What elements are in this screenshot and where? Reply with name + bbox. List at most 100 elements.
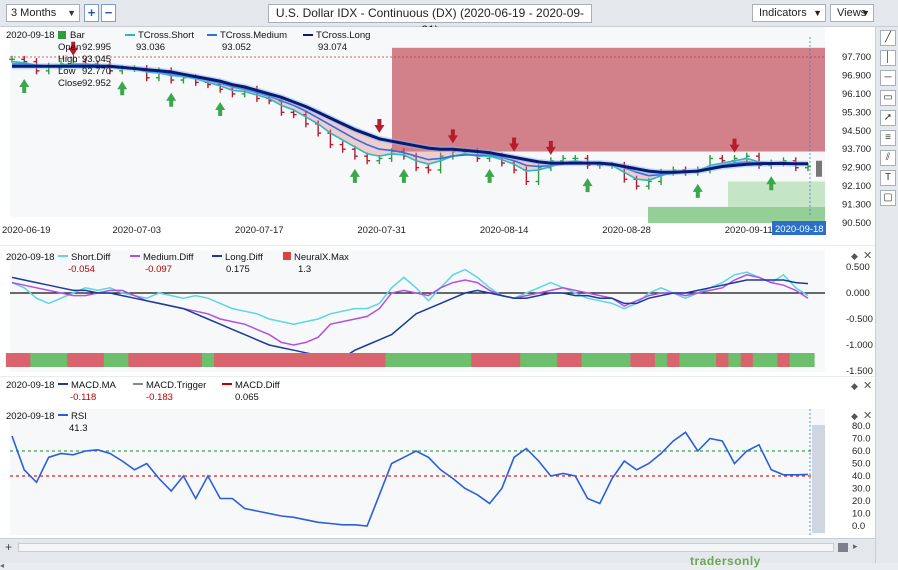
period-dropdown[interactable]: 3 Months ▼ [6,4,80,22]
tcross-short-value: 93.036 [136,42,165,53]
bar-legend-swatch [58,31,66,39]
ohlc-open-label: Open [58,42,81,53]
sell-signal-arrow [509,137,520,152]
chevron-right-icon[interactable]: ▸ [853,541,858,551]
price-tick: 95.300 [842,107,871,118]
price-bar [437,152,444,174]
close-icon[interactable]: ✕ [863,250,872,262]
chevron-down-icon: ▼ [861,8,870,18]
chevron-up-icon[interactable]: ◆ [851,411,858,421]
channel-tool-icon[interactable]: ⫽ [880,150,896,166]
date-tick: 2020-07-31 [357,225,406,236]
neuralx-bar [520,353,533,367]
text-tool-icon[interactable]: T [880,170,896,186]
views-button[interactable]: Views ▼ [830,4,874,22]
date-tick: 2020-09-11 [725,225,773,236]
macd-diff-label: MACD.Diff [235,380,280,391]
rsi-chart[interactable]: 80.0 70.060.0 50.040.0 30.020.0 10.00.0 2020… [0,407,875,538]
close-icon[interactable]: ✕ [863,410,872,422]
rsi-tick: 40.0 [852,471,871,482]
support-zone-light [728,181,825,207]
buy-signal-arrow [582,178,593,193]
price-pane[interactable]: 97.700 96.900 96.100 95.300 94.500 93.700 92.9… [0,27,875,245]
zoom-out-button[interactable]: − [101,4,116,22]
neuralx-bar [116,353,129,367]
price-bar [339,141,346,153]
ohlc-open-value: 92.995 [82,42,111,53]
close-icon[interactable]: ✕ [863,380,872,392]
neuralx-bar [128,353,142,367]
neuralx-bar [801,353,815,367]
horizontal-line-tool-icon[interactable]: ─ [880,70,896,86]
rsi-tick: 0.0 [852,521,865,532]
chevron-left-icon[interactable]: ◂ [0,561,5,570]
rectangle-tool-icon[interactable]: ▭ [880,90,896,106]
indicators-label: Indicators [759,7,807,19]
neuralx-bar [373,353,387,367]
neuralx-bar [30,353,44,367]
vertical-line-tool-icon[interactable]: │ [880,50,896,66]
indicators-button[interactable]: Indicators ▼ [752,4,826,22]
tcross-medium-label: TCross.Medium [220,30,287,41]
price-tick: 97.700 [842,52,871,63]
rsi-tick: 60.0 [852,446,871,457]
neuralx-bar [605,353,619,367]
rsi-tick: 10.0 [852,509,871,520]
chevron-down-icon: ▼ [67,8,76,18]
rsi-value: 41.3 [69,423,88,434]
macd-trigger-value: -0.183 [146,392,173,403]
neuralx-bar [410,353,423,367]
fibonacci-tool-icon[interactable]: ≡ [880,130,896,146]
rsi-line [11,431,809,527]
buy-signal-arrow [19,78,30,93]
neuralx-bar [275,353,289,367]
add-icon[interactable]: + [5,540,13,554]
buy-signal-arrow [117,81,128,96]
neuralx-bar [544,353,558,367]
rsi-tick: 30.0 [852,484,871,495]
neuralx-bar [789,353,803,367]
chevron-down-icon: ▼ [813,8,822,18]
price-tick: 90.500 [842,218,871,229]
price-tick: 96.900 [842,70,871,81]
chevron-up-icon[interactable]: ◆ [851,381,858,391]
neuralx-bar [458,353,472,367]
sell-signal-arrow [447,129,458,144]
comment-tool-icon[interactable]: ▢ [880,190,896,206]
trend-cloud [12,61,808,181]
sell-signal-arrow [374,119,385,134]
tcross-short-label: TCross.Short [138,30,194,41]
rsi-date: 2020-09-18 [6,411,55,422]
chevron-up-icon[interactable]: ◆ [851,251,858,261]
rsi-pane[interactable]: 80.0 70.0 60.0 50.0 40.0 30.0 20.0 10.0 0.0 2020… [0,407,875,538]
trendline-tool-icon[interactable]: ╱ [880,30,896,46]
scrollbar-thumb[interactable] [838,543,848,552]
price-chart[interactable]: 97.700 96.900 96.100 95.300 94.500 93.700 92.9… [0,27,875,245]
neuralx-bar [740,353,754,367]
chart-title[interactable]: U.S. Dollar IDX - Continuous (DX) (2020-… [268,4,592,37]
neuralx-bar [385,353,399,367]
ohlc-close-label: Close [58,78,82,89]
macd-date: 2020-09-18 [6,380,55,391]
neuralx-bar [728,353,742,367]
toolbar: 3 Months ▼ + − U.S. Dollar IDX - Continu… [0,0,898,37]
neuralx-value: 1.3 [298,264,311,275]
zoom-in-button[interactable]: + [84,4,99,22]
neuralx-bar [299,353,313,367]
short-diff-label: Short.Diff [71,252,111,263]
neuralx-bar [5,353,19,367]
long-diff-value: 0.175 [226,264,250,275]
macd-pane[interactable]: 2020-09-18 MACD.MA -0.118 MACD.Trigger -… [0,377,875,407]
horizontal-scrollbar[interactable] [18,543,834,552]
period-label: 3 Months [11,7,57,19]
current-date-label: 2020-09-18 [775,224,824,235]
tcross-long-value: 93.074 [318,42,347,53]
current-date-marker [772,221,826,235]
neuralx-bar [189,353,203,367]
neuralx-bar [201,353,215,367]
neuralx-bar [434,353,448,367]
diff-pane[interactable]: 0.500 0.000 -0.500 -1.000 -1.500 2020-09-18 … [0,246,875,377]
neuralx-bar [556,353,570,367]
pointer-tool-icon[interactable]: ➚ [880,110,896,126]
